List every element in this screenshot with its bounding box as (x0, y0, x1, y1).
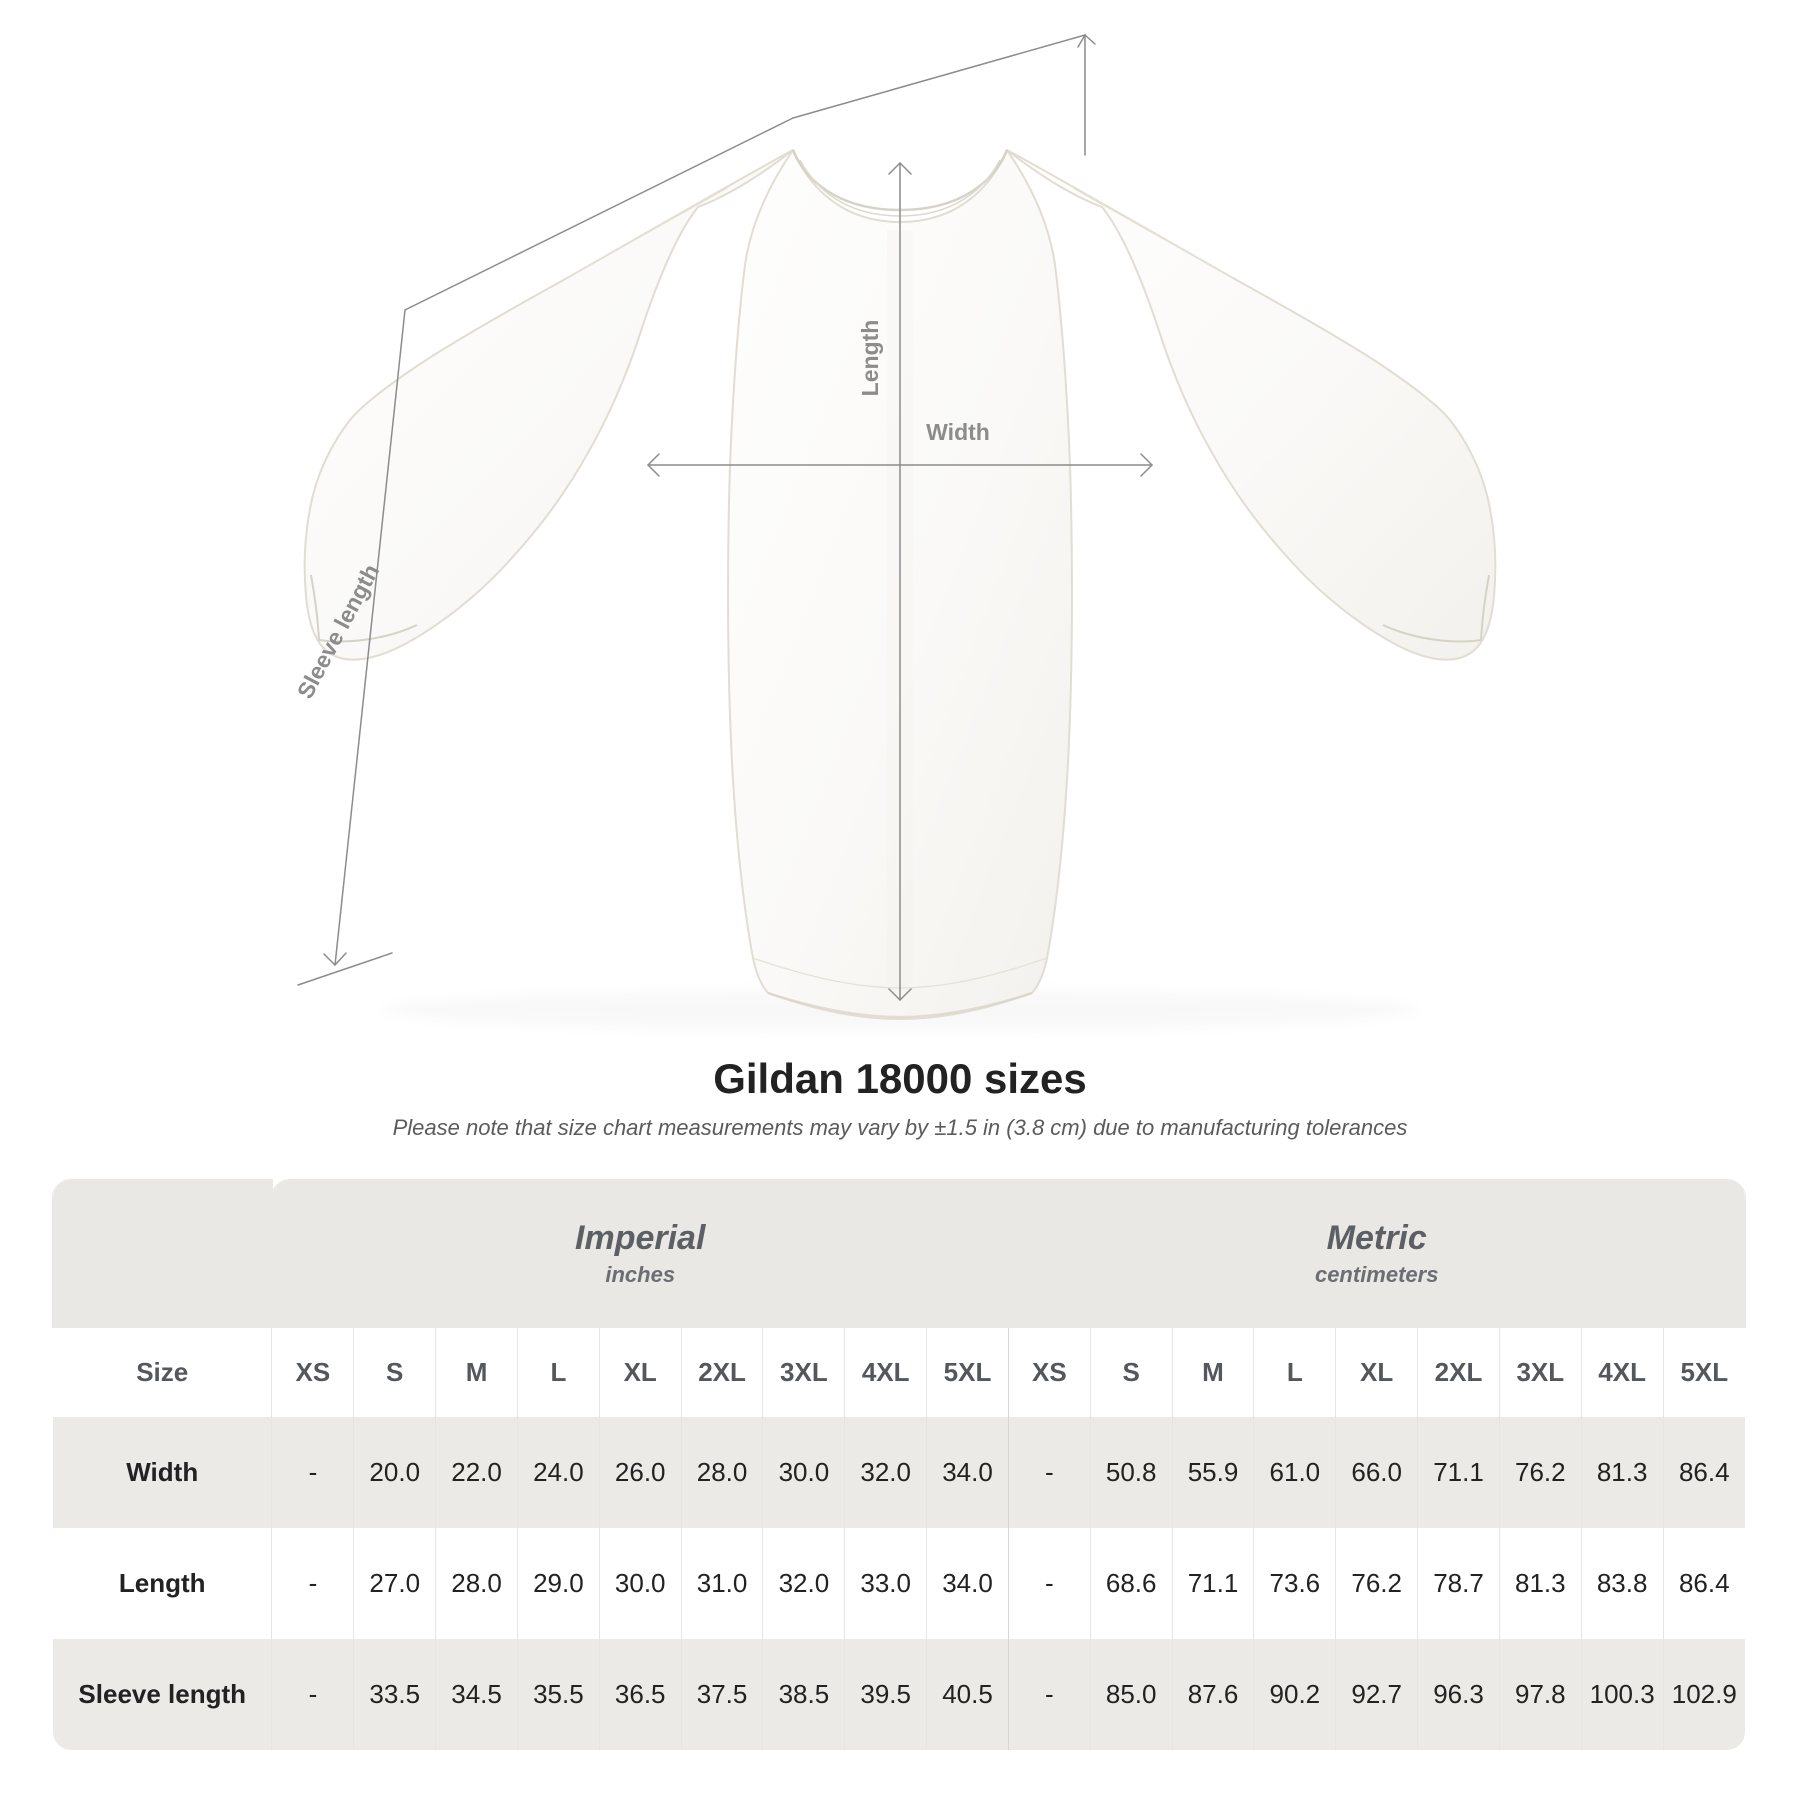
svg-text:Width: Width (926, 419, 990, 445)
svg-text:Length: Length (857, 320, 883, 397)
